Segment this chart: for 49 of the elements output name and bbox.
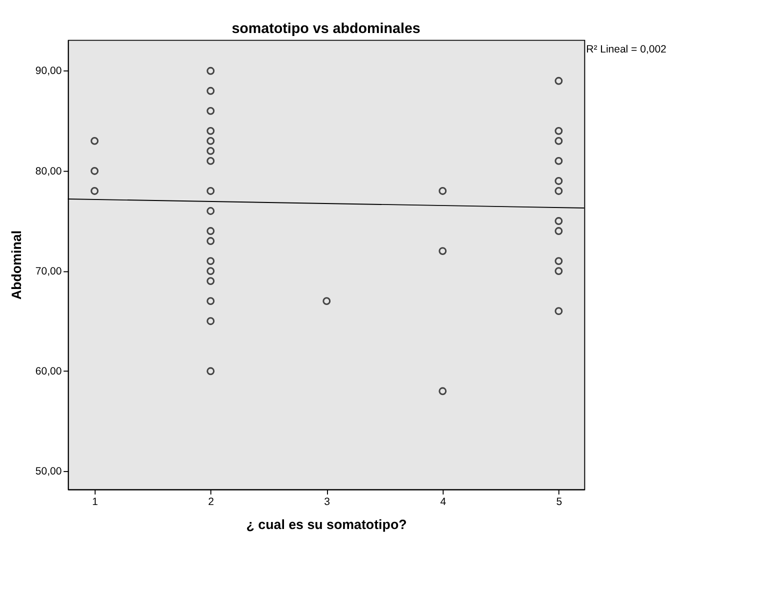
y-tick-label: 90,00 [35,65,62,78]
point [206,126,215,135]
point [206,257,215,266]
point [206,86,215,95]
point [322,297,331,306]
point [90,167,99,175]
point [554,307,563,316]
point [554,227,563,235]
point [554,217,563,225]
point [206,267,215,276]
point [206,277,215,286]
x-tick-label: 5 [556,496,562,508]
point [438,247,447,255]
point [206,367,215,376]
y-tick-label: 60,00 [35,365,62,378]
point [554,126,563,135]
point [554,76,563,85]
point [206,156,215,165]
y-tick-label: 50,00 [35,466,62,478]
x-tick-label: 2 [208,496,214,508]
y-tick-label: 80,00 [35,165,62,178]
x-tick-label: 4 [440,496,446,508]
point [206,237,215,245]
point [554,257,563,266]
point [206,146,215,155]
x-tick-label: 3 [324,496,330,508]
point [554,267,563,276]
point [206,187,215,195]
point [90,187,99,195]
x-axis-title: ¿ cual es su somatotipo? [246,516,407,532]
y-tick-label: 70,00 [35,265,62,278]
point [90,136,99,145]
text: R² Lineal = 0,002 [586,43,667,56]
point [438,187,447,195]
y-axis-title: Abdominal [9,230,24,300]
point [438,387,447,396]
chart-title: somatotipo vs abdominales [232,21,420,38]
x-tick-label: 1 [92,496,98,508]
point [206,66,215,75]
point [206,136,215,145]
point [554,136,563,145]
point [206,207,215,215]
point [206,227,215,235]
point [206,106,215,115]
point [206,317,215,326]
point [554,187,563,195]
point [554,156,563,165]
point [206,297,215,306]
point [554,177,563,185]
